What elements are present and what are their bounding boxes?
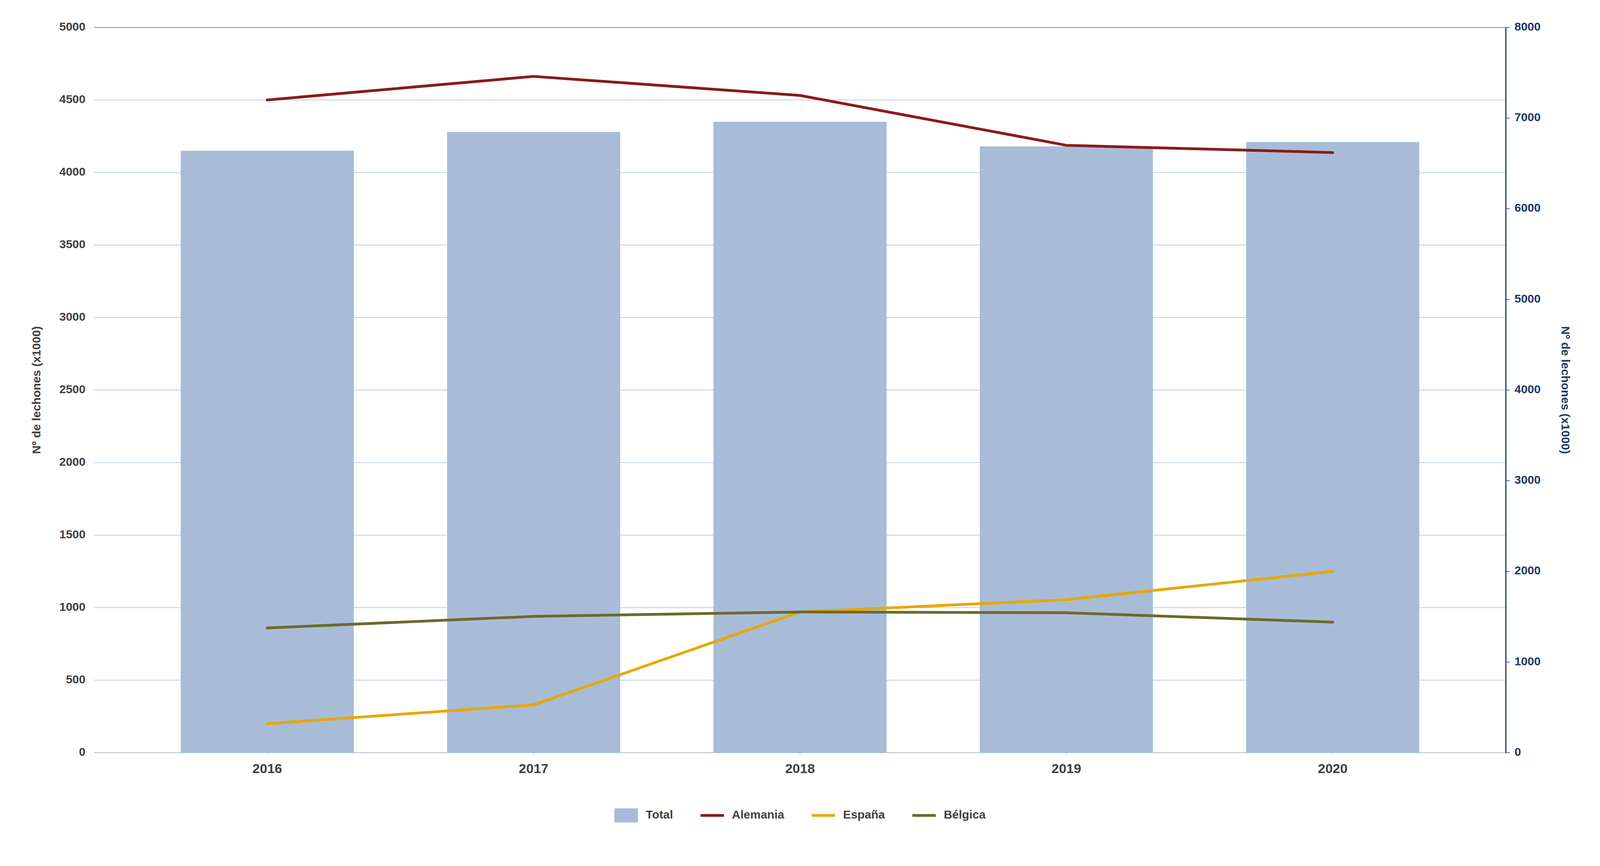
legend: Total Alemania España Bélgica xyxy=(614,808,986,823)
y2-tick-label: 1000 xyxy=(1514,655,1541,669)
y-axis-label: Nº de lechones (x1000) xyxy=(29,326,43,455)
grid-line xyxy=(94,99,1506,101)
top-range-line xyxy=(94,27,1506,28)
y2-tick xyxy=(1505,752,1510,754)
chart: 0 500 1000 1500 2000 2500 3000 3500 4000 4500 5000… xyxy=(0,0,1600,866)
x-tick xyxy=(533,753,534,756)
y-tick-label: 4500 xyxy=(59,92,86,106)
legend-item: España xyxy=(811,808,885,822)
line xyxy=(267,612,1333,629)
x-tick-label: 2017 xyxy=(518,761,549,777)
x-tick xyxy=(799,753,801,756)
y-tick-label: 4000 xyxy=(59,165,86,179)
y2-tick xyxy=(1505,480,1510,482)
legend-label: Alemania xyxy=(731,808,785,822)
y2-axis-label: Nº de lechones (x1000) xyxy=(1559,326,1573,455)
y2-tick-label: 5000 xyxy=(1514,292,1541,306)
y2-tick-label: 2000 xyxy=(1514,564,1541,578)
bar xyxy=(447,131,621,754)
y2-tick xyxy=(1505,389,1510,391)
plot-area xyxy=(180,76,1420,754)
y2-tick-label: 8000 xyxy=(1514,20,1541,33)
grid xyxy=(94,27,1506,754)
y-tick-label: 3500 xyxy=(59,237,86,251)
y-tick-label: 2500 xyxy=(59,382,86,396)
legend-swatch xyxy=(700,814,725,818)
y2-tick-label: 3000 xyxy=(1514,473,1541,487)
bar xyxy=(180,151,354,754)
y2-tick-label: 4000 xyxy=(1514,382,1541,396)
y2-tick-label: 6000 xyxy=(1514,201,1541,215)
x-tick-label: 2018 xyxy=(785,761,816,777)
y2-tick xyxy=(1505,571,1510,573)
y-tick-label: 2000 xyxy=(59,455,86,469)
legend-label: España xyxy=(842,808,885,822)
y-tick-label: 500 xyxy=(65,673,86,687)
legend-item: Bélgica xyxy=(912,808,986,822)
line xyxy=(267,76,1333,153)
line xyxy=(267,571,1333,725)
x-tick-label: 2020 xyxy=(1317,761,1348,777)
y-tick-label: 1000 xyxy=(59,600,86,614)
legend-label: Bélgica xyxy=(943,808,986,822)
y-tick-label: 0 xyxy=(78,745,86,759)
y2-tick xyxy=(1505,27,1510,28)
y-axis-left: 0 500 1000 1500 2000 2500 3000 3500 4000 4500 5000 xyxy=(59,20,86,759)
bar xyxy=(713,121,887,754)
legend-swatch xyxy=(811,814,836,818)
bar xyxy=(1246,141,1420,754)
y-tick-label: 5000 xyxy=(59,20,86,33)
bar xyxy=(979,146,1153,754)
y2-tick xyxy=(1505,662,1510,663)
x-tick-label: 2016 xyxy=(252,761,283,777)
y-axis-right: 0 1000 2000 3000 4000 5000 6000 7000 8000 xyxy=(1505,20,1541,759)
grid-line xyxy=(94,27,1506,28)
x-tick-label: 2019 xyxy=(1051,761,1082,777)
y2-tick xyxy=(1505,208,1510,210)
x-axis: 2016 2017 2018 2019 2020 xyxy=(94,753,1506,777)
legend-swatch xyxy=(614,808,638,823)
legend-item: Alemania xyxy=(700,808,785,822)
legend-swatch xyxy=(912,814,936,818)
y-tick-label: 1500 xyxy=(59,527,86,541)
y2-tick xyxy=(1505,299,1510,301)
y2-tick xyxy=(1505,118,1510,119)
x-tick xyxy=(267,753,268,756)
x-tick xyxy=(1332,753,1333,756)
y-tick-label: 3000 xyxy=(59,310,86,324)
x-tick xyxy=(1066,753,1067,756)
y2-tick-label: 0 xyxy=(1514,745,1522,759)
y2-tick-label: 7000 xyxy=(1514,110,1541,124)
legend-item: Total xyxy=(614,808,673,823)
legend-label: Total xyxy=(645,808,673,822)
